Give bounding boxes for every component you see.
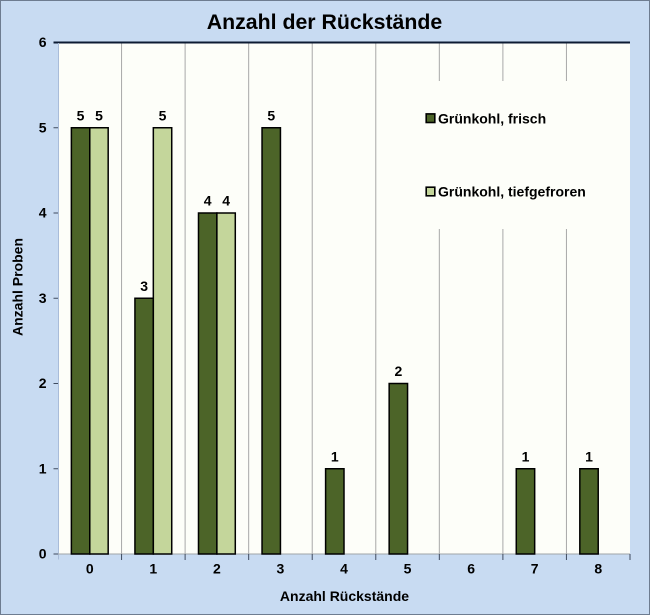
svg-text:5: 5 bbox=[77, 107, 85, 123]
svg-text:1: 1 bbox=[149, 560, 157, 576]
svg-text:0: 0 bbox=[39, 546, 47, 562]
svg-text:1: 1 bbox=[585, 448, 593, 464]
svg-text:7: 7 bbox=[531, 560, 539, 576]
svg-text:3: 3 bbox=[277, 560, 285, 576]
svg-text:5: 5 bbox=[95, 107, 103, 123]
svg-text:2: 2 bbox=[213, 560, 221, 576]
svg-text:5: 5 bbox=[39, 119, 47, 135]
svg-text:6: 6 bbox=[39, 34, 47, 50]
svg-text:5: 5 bbox=[267, 107, 275, 123]
svg-text:Anzahl Rückstände: Anzahl Rückstände bbox=[280, 588, 409, 604]
svg-text:4: 4 bbox=[204, 193, 212, 209]
svg-text:Grünkohl, tiefgefroren: Grünkohl, tiefgefroren bbox=[438, 184, 586, 200]
svg-text:Anzahl Proben: Anzahl Proben bbox=[10, 238, 26, 336]
svg-text:1: 1 bbox=[39, 460, 47, 476]
svg-text:2: 2 bbox=[394, 363, 402, 379]
svg-text:4: 4 bbox=[340, 560, 348, 576]
svg-text:Grünkohl, frisch: Grünkohl, frisch bbox=[438, 110, 546, 126]
svg-text:0: 0 bbox=[86, 560, 94, 576]
svg-text:5: 5 bbox=[159, 107, 167, 123]
svg-text:Anzahl der Rückstände: Anzahl der Rückstände bbox=[207, 10, 443, 34]
svg-text:3: 3 bbox=[140, 278, 148, 294]
svg-text:3: 3 bbox=[39, 290, 47, 306]
svg-text:4: 4 bbox=[222, 193, 230, 209]
svg-text:8: 8 bbox=[594, 560, 602, 576]
svg-text:2: 2 bbox=[39, 375, 47, 391]
svg-text:5: 5 bbox=[404, 560, 412, 576]
svg-text:4: 4 bbox=[39, 205, 47, 221]
svg-text:1: 1 bbox=[522, 448, 530, 464]
svg-text:1: 1 bbox=[331, 448, 339, 464]
svg-text:6: 6 bbox=[467, 560, 475, 576]
